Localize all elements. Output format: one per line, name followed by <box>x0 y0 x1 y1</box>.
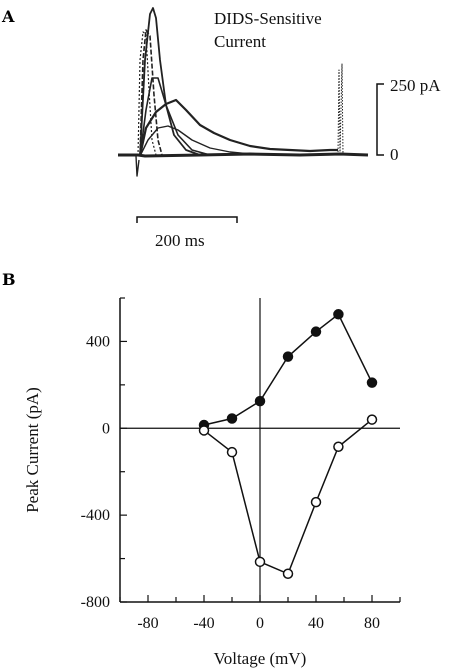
scale-bar-time-label: 200 ms <box>155 231 205 250</box>
series-1-line <box>203 313 373 426</box>
trace-5 <box>138 98 338 157</box>
open-data-point <box>333 441 344 452</box>
y-tick-label: 0 <box>102 420 110 437</box>
filled-data-point <box>282 351 294 362</box>
current-traces <box>118 7 369 177</box>
zero-current-label: 0 <box>390 145 399 164</box>
x-axis-label: Voltage (mV) <box>214 649 307 668</box>
series-2-line <box>203 419 373 575</box>
open-data-point <box>366 414 378 425</box>
scale-bar-current <box>376 83 384 156</box>
y-tick-label: -800 <box>81 594 110 611</box>
open-data-point <box>198 425 210 436</box>
scale-bar-current-label: 250 pA <box>390 76 441 95</box>
filled-data-point <box>366 377 378 388</box>
filled-data-point <box>333 309 344 320</box>
open-data-point <box>282 568 294 580</box>
panel-a-letter: A <box>1 7 15 26</box>
y-axis-label: Peak Current (pA) <box>23 387 42 513</box>
trace-6 <box>139 125 251 157</box>
trace-artifact <box>135 155 140 177</box>
trace-3 <box>139 7 201 157</box>
panel-a-title-line2: Current <box>214 32 266 51</box>
x-tick-label: -80 <box>137 615 158 632</box>
open-data-point <box>310 496 322 508</box>
x-tick-label: 40 <box>308 615 324 632</box>
filled-data-point <box>310 326 322 337</box>
trace-2 <box>139 29 163 157</box>
filled-data-point <box>254 395 266 407</box>
open-data-point <box>254 556 266 568</box>
x-tick-label: 80 <box>364 615 380 632</box>
trace-end-artifact <box>337 63 344 156</box>
trace-1 <box>137 31 157 157</box>
open-data-point <box>226 446 238 458</box>
y-tick-label: -400 <box>81 507 110 524</box>
scale-bar-time <box>136 216 238 223</box>
trace-4 <box>139 77 211 157</box>
x-tick-label: 0 <box>256 615 264 632</box>
filled-data-point <box>226 413 238 424</box>
panel-b-letter: B <box>2 270 16 289</box>
panel-a-title-line1: DIDS-Sensitive <box>214 9 322 28</box>
y-tick-label: 400 <box>86 333 110 350</box>
x-tick-label: -40 <box>193 615 214 632</box>
